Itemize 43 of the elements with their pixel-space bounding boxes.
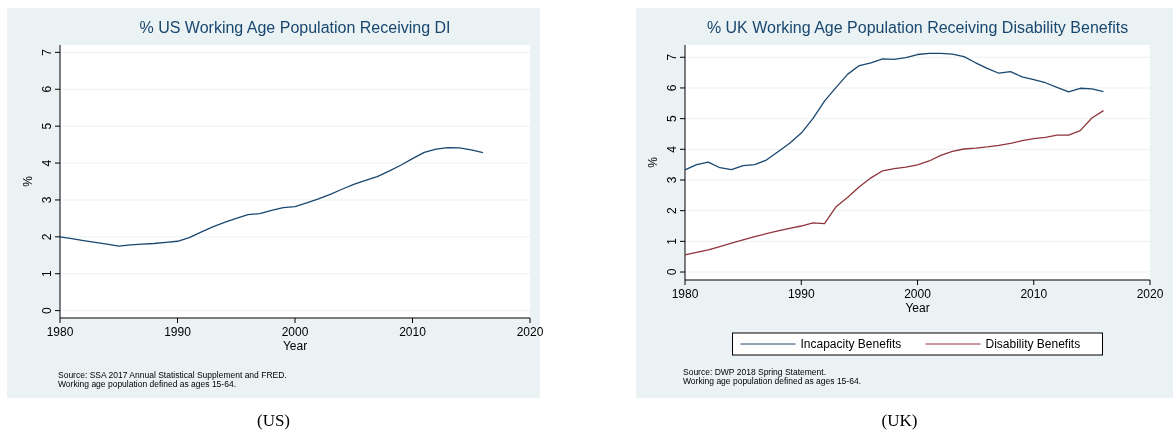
chart-title: % US Working Age Population Receiving DI [139,19,451,36]
text: Working age population defined as ages 15-64. [683,376,861,386]
x-tick-label: 2010 [1020,287,1048,301]
x-axis-title: Year [282,339,308,353]
y-tick-label: 6 [665,84,679,92]
y-tick-label: 6 [40,85,54,93]
text: Working age population defined as ages 15-64. [58,379,236,389]
x-tick-label: 2020 [1136,287,1164,301]
source-note: Source: DWP 2018 Spring Statement. [683,367,827,377]
text: (US) [256,411,291,430]
line-series [59,146,484,247]
y-tick-label: 4 [665,145,679,153]
x-tick-label: 2000 [281,325,309,339]
x-tick-label: 2010 [399,325,427,339]
y-tick-label: 2 [40,233,54,241]
chart-title: % UK Working Age Population Receiving Disability Benefits [706,19,1129,36]
y-tick-label: 7 [665,53,679,61]
y-tick-label: 7 [40,48,54,56]
x-tick-label: 1980 [46,325,74,339]
y-axis-title: % [21,175,35,187]
y-tick-label: 3 [40,196,54,204]
y-axis-title: % [646,156,660,168]
y-tick-label: 2 [665,207,679,215]
line-series [684,52,1105,171]
x-axis-title: Year [905,301,930,315]
x-tick-label: 1990 [164,325,192,339]
y-tick-label: 0 [665,268,679,276]
text: (UK) [881,411,918,430]
y-tick-label: 0 [40,306,54,314]
legend-label: Disability Benefits [985,337,1081,351]
source-note: Source: SSA 2017 Annual Statistical Supplement and FRED. [58,370,287,380]
x-tick-label: 2020 [516,325,544,339]
y-tick-label: 3 [665,176,679,184]
y-tick-label: 5 [40,122,54,130]
x-tick-label: 2000 [904,287,932,301]
x-tick-label: 1990 [787,287,815,301]
y-tick-label: 4 [40,159,54,167]
y-tick-label: 1 [665,237,679,245]
legend-label: Incapacity Benefits [800,337,902,351]
line-series [684,110,1105,256]
x-tick-label: 1980 [671,287,699,301]
y-tick-label: 1 [40,270,54,278]
y-tick-label: 5 [665,114,679,122]
